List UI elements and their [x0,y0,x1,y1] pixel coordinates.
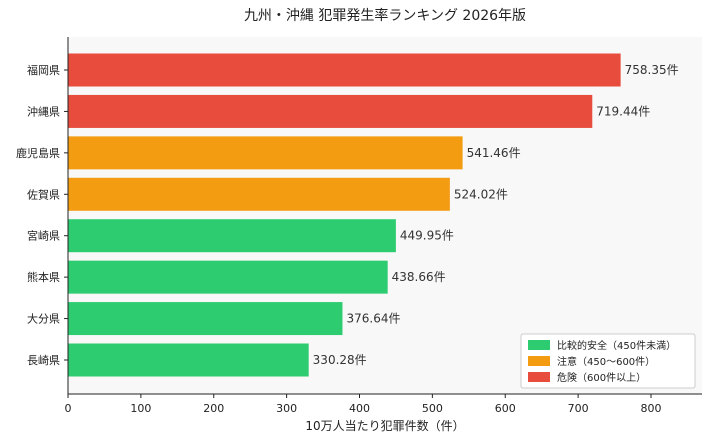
x-ticks-group: 0 100 200 300 400 500 600 700 800 [65,394,661,415]
bar [68,177,450,211]
legend-box [520,333,696,389]
category-label: 大分県 [27,312,60,326]
bar [68,260,388,294]
category-label: 福岡県 [27,63,60,77]
category-label: 熊本県 [27,270,60,284]
bar [68,302,343,336]
bar [68,219,396,253]
data-label: 330.28件 [313,353,367,367]
data-label: 524.02件 [454,187,508,201]
legend: 比較的安全（450件未満） 注意（450〜600件） 危険（600件以上） [520,333,696,389]
category-label: 佐賀県 [27,187,60,201]
bar [68,94,593,128]
data-label: 541.46件 [467,146,521,160]
x-tick-label: 200 [203,402,224,415]
category-label: 鹿児島県 [16,146,60,160]
chart-title: 九州・沖縄 犯罪発生率ランキング 2026年版 [244,7,526,24]
legend-swatch [528,356,550,366]
bar [68,136,463,170]
data-labels-group: 758.35件 719.44件 541.46件 524.02件 449.95件 438.6… [313,63,679,367]
legend-label: 注意（450〜600件） [557,355,655,368]
x-tick-label: 700 [568,402,589,415]
legend-label: 危険（600件以上） [557,372,646,384]
data-label: 758.35件 [625,63,679,77]
x-tick-label: 0 [65,402,72,415]
x-tick-label: 800 [640,402,661,415]
bar [68,53,621,87]
x-axis-title: 10万人当たり犯罪件数（件） [305,418,464,433]
data-label: 449.95件 [400,229,454,243]
x-tick-label: 400 [349,402,370,415]
legend-label: 比較的安全（450件未満） [557,339,676,352]
bars-group [68,53,621,377]
x-tick-label: 300 [276,402,297,415]
x-tick-label: 600 [495,402,516,415]
category-label: 長崎県 [27,353,60,367]
category-label: 宮崎県 [27,229,60,243]
bar [68,343,309,377]
x-tick-label: 100 [130,402,151,415]
category-label: 沖縄県 [27,104,60,118]
legend-swatch [528,340,550,350]
data-label: 719.44件 [596,104,650,118]
data-label: 376.64件 [346,312,400,326]
legend-swatch [528,372,550,382]
data-label: 438.66件 [392,270,446,284]
x-tick-label: 500 [422,402,443,415]
